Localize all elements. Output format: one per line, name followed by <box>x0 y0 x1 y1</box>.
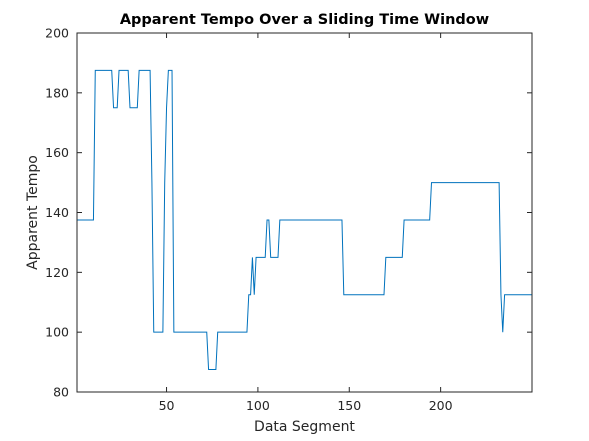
y-axis-ticks: 80 100 120 140 160 180 200 <box>45 26 532 400</box>
y-tick-label: 160 <box>45 145 69 160</box>
plot-area <box>77 33 532 392</box>
x-axis-ticks: 50 100 150 200 <box>159 33 453 413</box>
x-axis-label: Data Segment <box>254 419 355 435</box>
x-tick-label: 200 <box>429 398 453 413</box>
chart-title: Apparent Tempo Over a Sliding Time Windo… <box>120 12 489 28</box>
series-layer <box>77 69 532 371</box>
x-tick-label: 50 <box>159 398 175 413</box>
x-tick-label: 150 <box>337 398 361 413</box>
y-tick-label: 180 <box>45 85 69 100</box>
y-tick-label: 80 <box>53 385 69 400</box>
series-line-0 <box>77 69 532 371</box>
y-axis-label: Apparent Tempo <box>25 155 41 270</box>
y-tick-label: 120 <box>45 265 69 280</box>
y-tick-label: 140 <box>45 205 69 220</box>
y-tick-label: 200 <box>45 26 69 41</box>
y-tick-label: 100 <box>45 325 69 340</box>
plot-box <box>76 32 533 393</box>
x-tick-label: 100 <box>246 398 270 413</box>
